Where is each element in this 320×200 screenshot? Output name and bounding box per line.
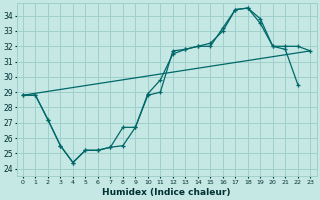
X-axis label: Humidex (Indice chaleur): Humidex (Indice chaleur) <box>102 188 231 197</box>
